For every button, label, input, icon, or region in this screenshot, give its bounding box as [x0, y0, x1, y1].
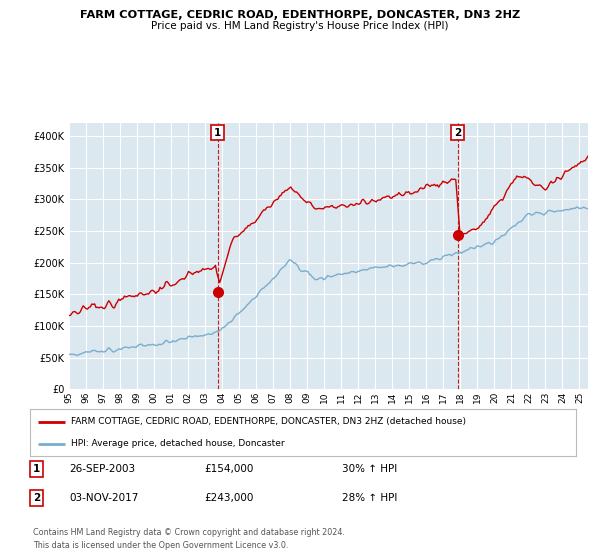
Text: 26-SEP-2003: 26-SEP-2003 [69, 464, 135, 474]
Text: 28% ↑ HPI: 28% ↑ HPI [342, 493, 397, 503]
Text: £243,000: £243,000 [204, 493, 253, 503]
Text: 1: 1 [214, 128, 221, 138]
Text: HPI: Average price, detached house, Doncaster: HPI: Average price, detached house, Donc… [71, 439, 284, 448]
Text: 1: 1 [33, 464, 40, 474]
Text: Price paid vs. HM Land Registry's House Price Index (HPI): Price paid vs. HM Land Registry's House … [151, 21, 449, 31]
Text: £154,000: £154,000 [204, 464, 253, 474]
Text: 30% ↑ HPI: 30% ↑ HPI [342, 464, 397, 474]
Text: 2: 2 [33, 493, 40, 503]
Text: FARM COTTAGE, CEDRIC ROAD, EDENTHORPE, DONCASTER, DN3 2HZ (detached house): FARM COTTAGE, CEDRIC ROAD, EDENTHORPE, D… [71, 417, 466, 426]
Text: FARM COTTAGE, CEDRIC ROAD, EDENTHORPE, DONCASTER, DN3 2HZ: FARM COTTAGE, CEDRIC ROAD, EDENTHORPE, D… [80, 10, 520, 20]
Text: 03-NOV-2017: 03-NOV-2017 [69, 493, 139, 503]
Text: 2: 2 [454, 128, 461, 138]
Text: Contains HM Land Registry data © Crown copyright and database right 2024.
This d: Contains HM Land Registry data © Crown c… [33, 529, 345, 550]
